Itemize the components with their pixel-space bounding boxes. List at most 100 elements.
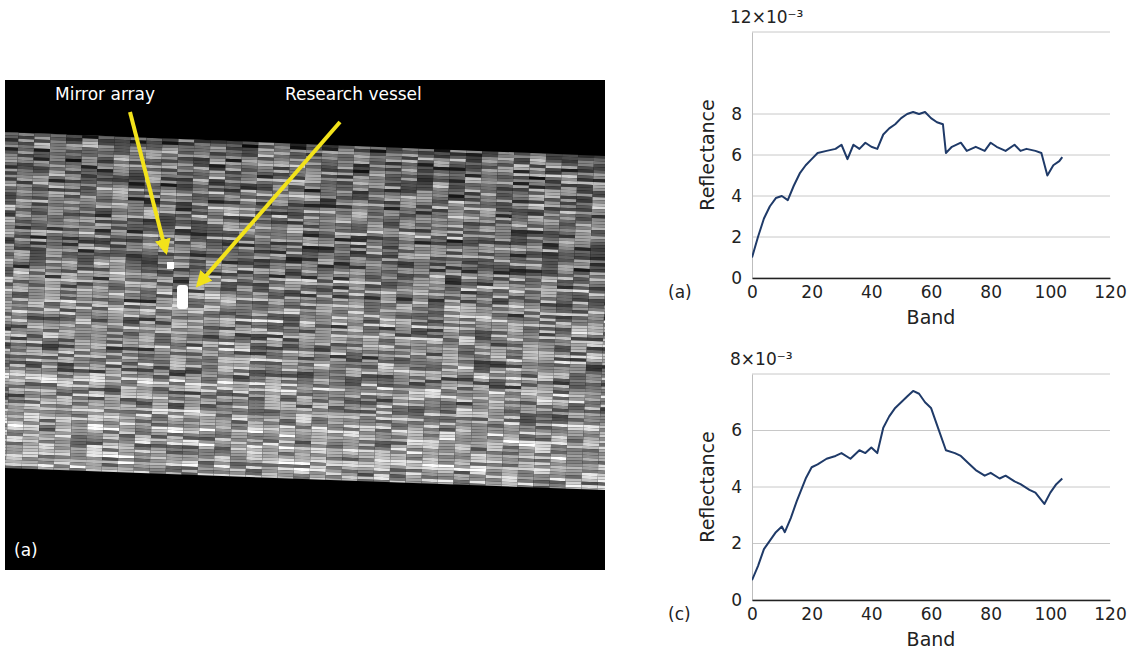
image-texture (111, 220, 127, 224)
image-texture (496, 205, 512, 209)
image-texture (639, 238, 655, 242)
image-texture (447, 230, 463, 234)
image-texture (15, 220, 31, 224)
image-texture (352, 203, 368, 207)
image-texture (162, 150, 178, 154)
image-texture (399, 232, 415, 236)
image-texture (529, 183, 545, 187)
image-texture (575, 235, 591, 239)
image-texture (48, 209, 64, 213)
image-texture (303, 231, 319, 235)
image-texture (511, 230, 527, 234)
image-texture (608, 210, 624, 214)
image-texture (143, 225, 159, 229)
image-texture (338, 148, 354, 152)
image-texture (113, 167, 129, 171)
image-texture (34, 148, 50, 152)
image-texture (498, 163, 514, 167)
image-texture (399, 220, 415, 224)
image-texture (480, 199, 496, 203)
image-texture (643, 139, 659, 143)
image-texture (495, 235, 511, 239)
image-texture (544, 204, 560, 208)
image-texture (319, 231, 335, 235)
image-texture (369, 182, 385, 186)
image-texture (625, 177, 641, 181)
image-texture (352, 197, 368, 201)
image-texture (177, 184, 193, 188)
image-texture (192, 197, 208, 201)
image-texture (418, 157, 434, 161)
image-texture (384, 213, 400, 217)
image-texture (192, 212, 208, 216)
image-texture (129, 173, 145, 177)
image-texture (335, 229, 351, 233)
image-texture (497, 178, 513, 182)
image-texture (208, 206, 224, 210)
image-texture (303, 222, 319, 226)
image-texture (63, 222, 79, 226)
image-texture (495, 232, 511, 236)
image-texture (610, 147, 626, 151)
image-texture (383, 234, 399, 238)
image-texture (114, 158, 130, 162)
image-texture (529, 177, 545, 181)
image-texture (335, 226, 351, 230)
image-texture (402, 160, 418, 164)
image-texture (370, 161, 386, 165)
image-texture (335, 232, 351, 236)
image-texture (545, 186, 561, 190)
image-texture (226, 147, 242, 151)
image-texture (193, 179, 209, 183)
image-texture (0, 150, 2, 154)
image-texture (481, 169, 497, 173)
image-texture (1, 180, 17, 184)
image-texture (481, 190, 497, 194)
image-texture (528, 218, 544, 222)
image-texture (0, 90, 4, 94)
image-texture (337, 175, 353, 179)
image-texture (480, 205, 496, 209)
image-texture (480, 196, 496, 200)
image-texture (65, 162, 81, 166)
image-texture (319, 219, 335, 223)
image-texture (400, 217, 416, 221)
image-texture (434, 152, 450, 156)
image-texture (128, 200, 144, 204)
image-texture (80, 207, 96, 211)
image-texture (82, 135, 98, 139)
image-texture (322, 160, 338, 164)
image-texture (368, 194, 384, 198)
image-texture (97, 175, 113, 179)
image-texture (431, 221, 447, 225)
image-texture (321, 175, 337, 179)
image-texture (18, 145, 34, 149)
image-texture (432, 212, 448, 216)
image-texture (612, 114, 628, 118)
image-texture (225, 168, 241, 172)
image-texture (402, 163, 418, 167)
image-texture (449, 191, 465, 195)
image-texture (321, 187, 337, 191)
image-texture (321, 184, 337, 188)
image-texture (193, 167, 209, 171)
image-texture (192, 209, 208, 213)
image-texture (369, 173, 385, 177)
image-texture (369, 167, 385, 171)
image-texture (432, 200, 448, 204)
image-texture (386, 153, 402, 157)
image-texture (17, 184, 33, 188)
image-texture (242, 150, 258, 154)
image-texture (575, 229, 591, 233)
image-texture (560, 205, 576, 209)
image-texture (544, 216, 560, 220)
image-texture (192, 194, 208, 198)
image-texture (240, 195, 256, 199)
image-texture (161, 174, 177, 178)
image-texture (627, 129, 643, 133)
image-texture (447, 221, 463, 225)
image-texture (303, 216, 319, 220)
image-texture (465, 186, 481, 190)
image-texture (225, 183, 241, 187)
image-texture (351, 224, 367, 228)
